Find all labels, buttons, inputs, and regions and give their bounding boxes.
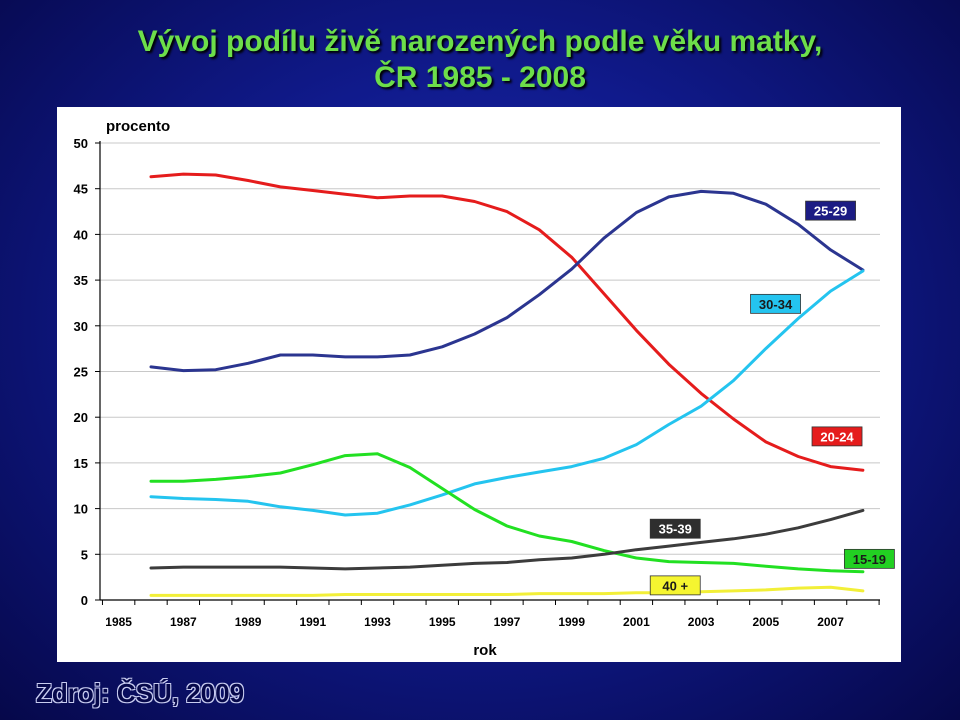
y-tick-label: 25 (74, 365, 88, 380)
series-label-15-19: 15-19 (853, 552, 886, 567)
series-label-box-40 (649, 575, 701, 596)
series-line-35-39 (149, 508, 865, 571)
x-tick-label: 1993 (364, 615, 391, 629)
y-tick-label: 10 (74, 502, 88, 517)
y-tick-label: 20 (74, 410, 88, 425)
y-tick-label: 0 (81, 593, 88, 608)
series-label-35-39: 35-39 (659, 522, 692, 537)
series-label-20-24: 20-24 (820, 429, 854, 444)
x-tick-label: 1987 (170, 615, 197, 629)
series-line-30-34 (149, 269, 865, 517)
y-axis-label: procento (106, 118, 170, 135)
title-line-1: Vývoj podílu živě narozených podle věku … (137, 25, 823, 58)
x-tick-label: 1997 (494, 615, 521, 629)
x-tick-label: 2001 (623, 615, 650, 629)
chart-area (57, 107, 901, 662)
y-tick-label: 45 (74, 182, 88, 197)
y-tick-label: 50 (74, 136, 88, 151)
x-tick-label: 2005 (752, 615, 779, 629)
x-tick-label: 2007 (817, 615, 844, 629)
title-line-2: ČR 1985 - 2008 (374, 61, 586, 94)
y-tick-label: 40 (74, 227, 88, 242)
series-line-25-29 (149, 189, 865, 373)
x-tick-label: 1985 (105, 615, 132, 629)
series-label-box-30-34 (750, 293, 801, 314)
series-line-20-24 (149, 172, 865, 472)
x-tick-label: 1991 (299, 615, 326, 629)
y-tick-label: 30 (74, 319, 88, 334)
series-line-15-19 (149, 452, 865, 574)
series-label-40: 40 + (662, 578, 688, 593)
x-tick-label: 1999 (558, 615, 585, 629)
series-label-box-20-24 (811, 426, 863, 447)
x-tick-label: 2003 (688, 615, 715, 629)
series-label-box-35-39 (649, 518, 701, 539)
series-label-box-15-19 (843, 548, 895, 569)
y-tick-label: 5 (81, 547, 88, 562)
series-line-40 (149, 585, 865, 597)
source-note: Zdroj: ČSÚ, 2009 (36, 678, 245, 708)
series-label-box-25-29 (805, 200, 856, 221)
x-axis-label: rok (473, 642, 497, 659)
chart-title: Vývoj podílu živě narozených podle věku … (0, 24, 960, 96)
x-tick-label: 1989 (235, 615, 262, 629)
y-tick-label: 15 (74, 456, 88, 471)
x-tick-label: 1995 (429, 615, 456, 629)
series-label-25-29: 25-29 (814, 204, 847, 219)
y-tick-label: 35 (74, 273, 88, 288)
series-label-30-34: 30-34 (759, 297, 793, 312)
